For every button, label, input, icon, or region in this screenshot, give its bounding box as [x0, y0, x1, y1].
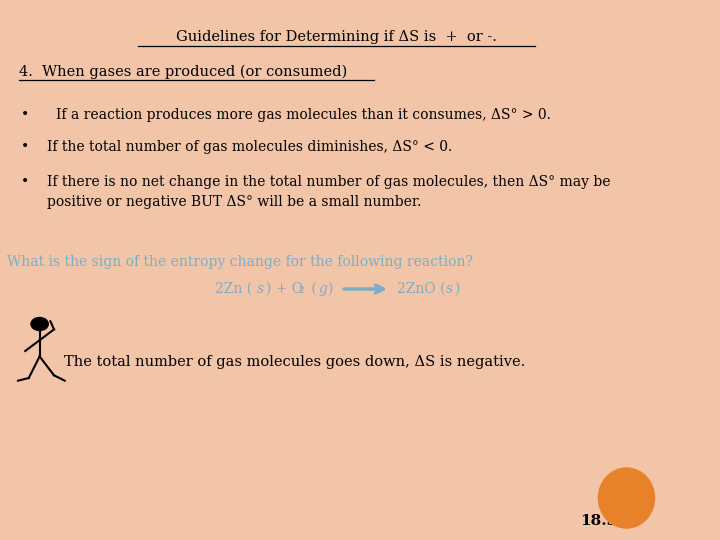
- Text: If there is no net change in the total number of gas molecules, then ΔS° may be: If there is no net change in the total n…: [47, 175, 611, 189]
- Text: g: g: [319, 282, 328, 296]
- Text: What is the sign of the entropy change for the following reaction?: What is the sign of the entropy change f…: [7, 255, 474, 269]
- Text: The total number of gas molecules goes down, ΔS is negative.: The total number of gas molecules goes d…: [63, 355, 525, 369]
- Text: s: s: [257, 282, 264, 296]
- Text: positive or negative BUT ΔS° will be a small number.: positive or negative BUT ΔS° will be a s…: [47, 195, 421, 209]
- Circle shape: [31, 318, 48, 330]
- Text: s: s: [446, 282, 453, 296]
- Text: •: •: [21, 108, 29, 122]
- Text: ) + O: ) + O: [266, 282, 302, 296]
- Text: 2Zn (: 2Zn (: [215, 282, 252, 296]
- Text: 2ZnO (: 2ZnO (: [397, 282, 446, 296]
- Text: •: •: [21, 175, 29, 189]
- Text: 2: 2: [298, 286, 305, 295]
- Circle shape: [598, 468, 654, 528]
- Text: ): ): [328, 282, 333, 296]
- Text: If a reaction produces more gas molecules than it consumes, ΔS° > 0.: If a reaction produces more gas molecule…: [56, 108, 551, 122]
- Text: If the total number of gas molecules diminishes, ΔS° < 0.: If the total number of gas molecules dim…: [47, 140, 452, 154]
- Text: 4.  When gases are produced (or consumed): 4. When gases are produced (or consumed): [19, 65, 347, 79]
- Text: (: (: [307, 282, 316, 296]
- Text: •: •: [21, 140, 29, 154]
- Text: ): ): [454, 282, 460, 296]
- Text: 18.3: 18.3: [580, 514, 617, 528]
- Text: Guidelines for Determining if ΔS is  +  or -.: Guidelines for Determining if ΔS is + or…: [176, 30, 497, 44]
